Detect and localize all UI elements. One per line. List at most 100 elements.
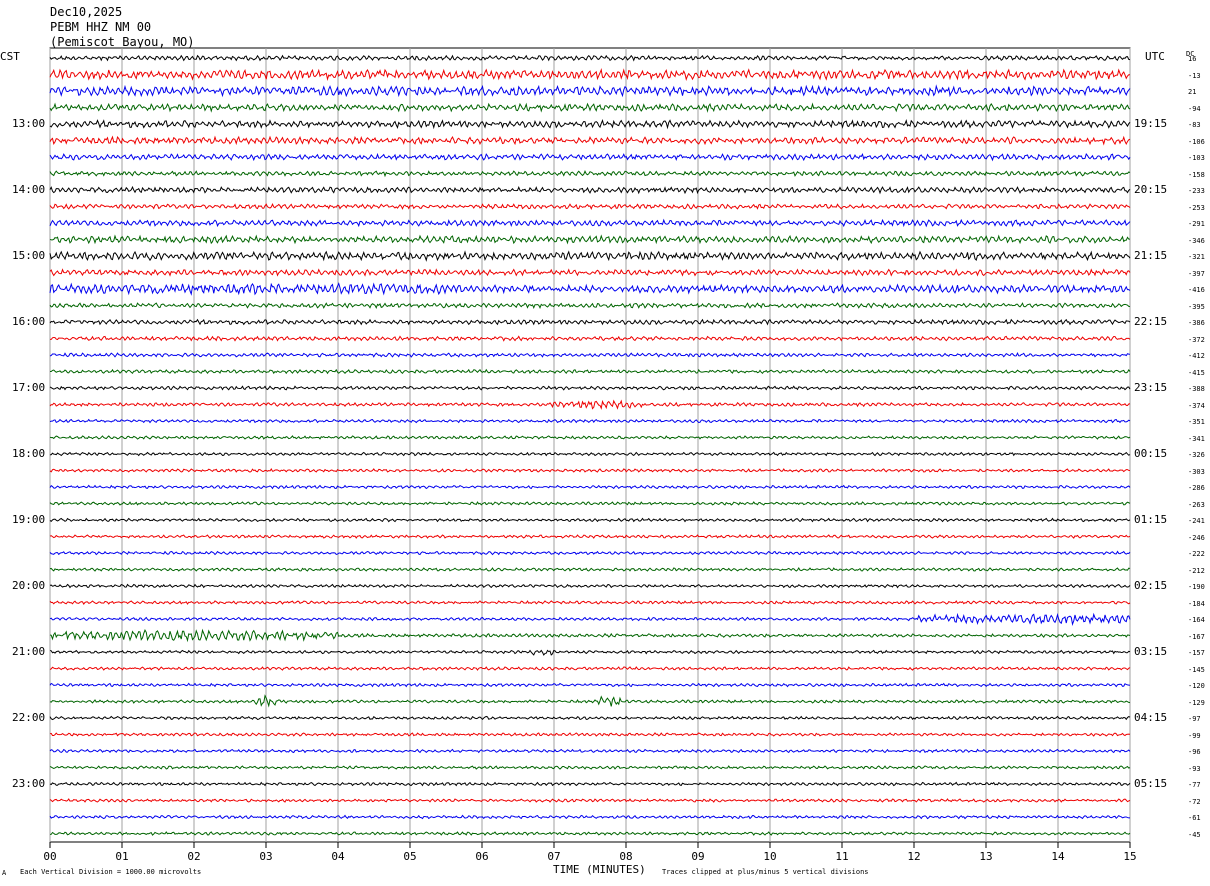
dc-offset-label: -83: [1188, 121, 1201, 129]
trace-line: [49, 501, 1131, 506]
utc-hour-label: 03:15: [1134, 645, 1168, 658]
trace-line: [49, 694, 1131, 708]
x-axis-title: TIME (MINUTES): [553, 863, 646, 876]
dc-offset-label: -167: [1188, 632, 1205, 641]
x-tick-label: 07: [547, 850, 561, 863]
x-tick-label: 06: [475, 850, 489, 863]
dc-offset-label: -61: [1188, 814, 1201, 822]
utc-hour-label: 20:15: [1134, 183, 1168, 196]
dc-offset-label: -291: [1188, 220, 1205, 228]
x-tick-label: 12: [907, 850, 921, 863]
scale-note: Each Vertical Division = 1000.00 microvo…: [20, 868, 202, 876]
dc-offset-label: -395: [1188, 302, 1205, 311]
trace-line: [49, 798, 1131, 803]
dc-offset-label: -129: [1188, 698, 1205, 707]
trace-line: [49, 185, 1131, 195]
x-tick-label: 09: [691, 850, 705, 863]
trace-line: [49, 814, 1131, 820]
dc-offset-label: -103: [1188, 154, 1205, 162]
trace-line: [49, 84, 1131, 98]
dc-offset-label: -416: [1188, 286, 1205, 294]
dc-offset-label: -120: [1188, 682, 1205, 690]
trace-line: [49, 352, 1131, 358]
header-location: (Pemiscot Bayou, MO): [50, 35, 195, 49]
trace-line: [49, 748, 1131, 754]
utc-hour-label: 22:15: [1134, 315, 1168, 328]
corner-mark: A: [2, 869, 7, 877]
cst-hour-label: 17:00: [12, 381, 46, 394]
cst-hour-label: 21:00: [12, 645, 46, 658]
dc-offset-label: -286: [1188, 484, 1205, 492]
dc-offset-label: -157: [1188, 649, 1205, 657]
trace-line: [49, 135, 1131, 146]
trace-line: [49, 831, 1131, 836]
trace-line: [49, 781, 1131, 787]
right-timezone-label: UTC: [1145, 50, 1165, 63]
trace-line: [49, 567, 1131, 572]
utc-hour-label: 21:15: [1134, 249, 1168, 262]
header-station: PEBM HHZ NM 00: [50, 20, 152, 34]
dc-offset-label: -351: [1188, 418, 1205, 426]
cst-hour-label: 16:00: [12, 315, 46, 328]
dc-offset-label: -233: [1188, 187, 1205, 195]
trace-line: [49, 399, 1131, 410]
utc-hour-label: 00:15: [1134, 447, 1168, 460]
trace-line: [49, 302, 1131, 310]
trace-line: [49, 68, 1131, 82]
dc-offset-label: -164: [1188, 616, 1205, 624]
utc-hour-label: 05:15: [1134, 777, 1168, 790]
dc-offset-label: -93: [1188, 764, 1201, 773]
trace-line: [49, 649, 1131, 656]
trace-line: [49, 517, 1131, 523]
trace-line: [49, 218, 1131, 228]
trace-line: [49, 203, 1131, 210]
trace-line: [49, 54, 1131, 62]
trace-line: [49, 119, 1131, 130]
trace-line: [49, 666, 1131, 671]
dc-offset-label: -415: [1188, 368, 1205, 377]
clip-note: Traces clipped at plus/minus 5 vertical …: [662, 868, 869, 876]
cst-hour-label: 19:00: [12, 513, 46, 526]
dc-offset-label: -190: [1188, 583, 1205, 591]
trace-line: [49, 600, 1131, 605]
x-tick-label: 03: [259, 850, 273, 863]
dc-offset-label: -246: [1188, 533, 1205, 542]
trace-line: [49, 435, 1131, 440]
trace-line: [49, 765, 1131, 770]
dc-offset-label: -72: [1188, 797, 1201, 806]
trace-line: [49, 451, 1131, 457]
dc-offset-label: -158: [1188, 170, 1205, 179]
utc-hour-label: 23:15: [1134, 381, 1168, 394]
dc-offset-label: -388: [1188, 385, 1205, 393]
dc-offset-label: -97: [1188, 715, 1201, 723]
dc-offset-label: 16: [1188, 55, 1197, 63]
dc-offset-label: -241: [1188, 517, 1205, 525]
trace-line: [49, 368, 1131, 375]
cst-hour-label: 13:00: [12, 117, 46, 130]
x-tick-label: 02: [187, 850, 201, 863]
plot-frame: [49, 47, 1131, 843]
dc-offset-label: -184: [1188, 599, 1205, 608]
trace-line: [49, 484, 1131, 490]
trace-line: [49, 628, 1131, 643]
trace-line: [49, 468, 1131, 473]
dc-offset-label: -253: [1188, 203, 1205, 212]
trace-line: [49, 170, 1131, 178]
dc-offset-label: -99: [1188, 731, 1201, 740]
x-tick-label: 14: [1051, 850, 1065, 863]
trace-line: [49, 732, 1131, 737]
trace-line: [49, 550, 1131, 556]
trace-line: [49, 583, 1131, 589]
dc-offset-label: 21: [1188, 88, 1197, 96]
utc-hour-label: 19:15: [1134, 117, 1168, 130]
dc-offset-label: -263: [1188, 500, 1205, 509]
trace-line: [49, 234, 1131, 245]
x-tick-label: 15: [1123, 850, 1137, 863]
trace-line: [49, 250, 1131, 262]
trace-line: [49, 335, 1131, 342]
dc-offset-label: -145: [1188, 665, 1205, 674]
dc-offset-label: -321: [1188, 253, 1205, 261]
dc-offset-label: -94: [1188, 104, 1201, 113]
dc-offset-label: -303: [1188, 467, 1205, 476]
x-tick-label: 00: [43, 850, 57, 863]
